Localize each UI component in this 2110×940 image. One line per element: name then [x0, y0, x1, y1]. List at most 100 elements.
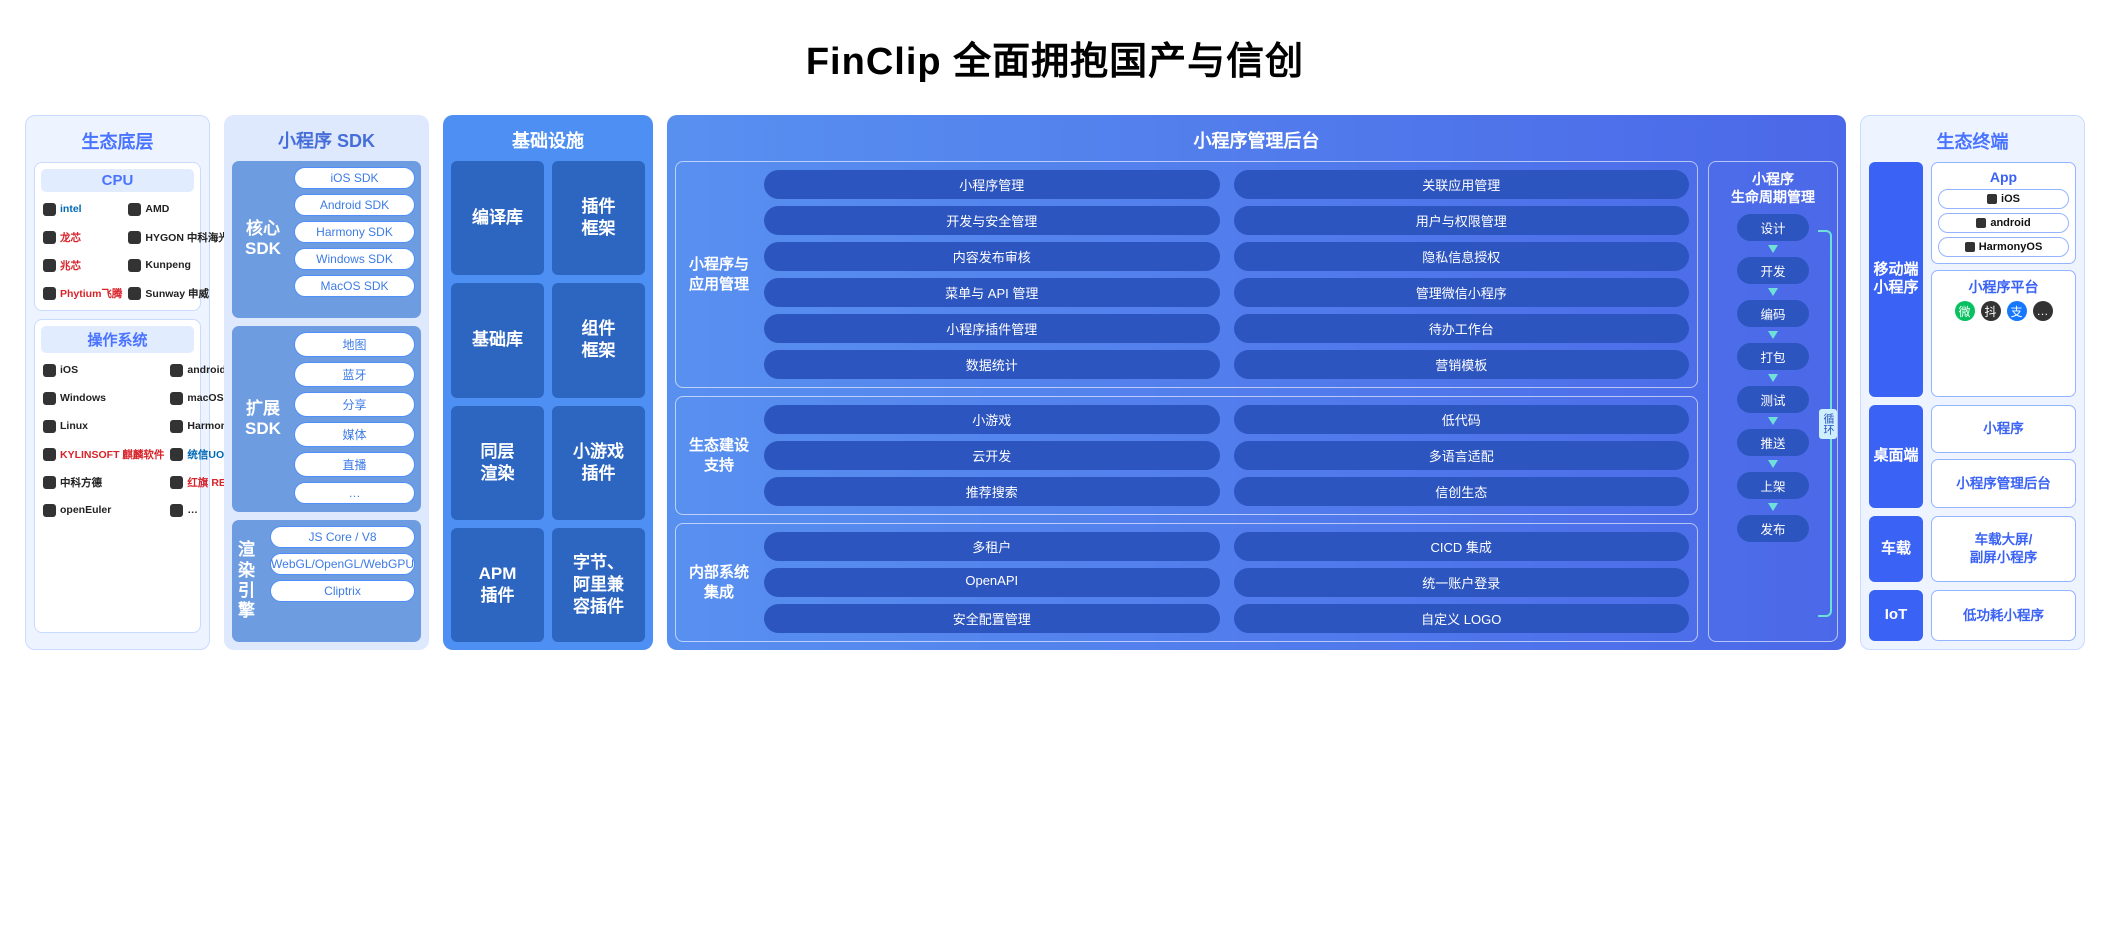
lifecycle-arrow-icon — [1768, 245, 1778, 253]
lifecycle-step: 设计 — [1737, 214, 1809, 241]
mgmt-pill: 管理微信小程序 — [1234, 278, 1690, 307]
term-box-item: 车载大屏/ 副屏小程序 — [1931, 516, 2076, 582]
mp-platform-icon: 支 — [2007, 301, 2027, 321]
mgmt-pill: 低代码 — [1234, 405, 1690, 434]
mgmt-group: 内部系统 集成多租户CICD 集成OpenAPI统一账户登录安全配置管理自定义 … — [675, 523, 1698, 642]
sdk-item: MacOS SDK — [294, 275, 415, 297]
mgmt-pill: 自定义 LOGO — [1234, 604, 1690, 633]
col-sdk: 小程序 SDK 核心SDK iOS SDK Android SDK Harmony S… — [224, 115, 429, 650]
lifecycle-title: 小程序生命周期管理 — [1715, 170, 1831, 206]
sdk-item: Windows SDK — [294, 248, 415, 270]
col-ecosystem-base: 生态底层 CPU intelAMD龙芯HYGON 中科海光兆芯KunpengPh… — [25, 115, 210, 650]
term-app-os: iOS — [1938, 189, 2069, 209]
col6-header: 生态终端 — [1869, 124, 2076, 162]
mgmt-pill: 内容发布审核 — [764, 242, 1220, 271]
lifecycle-step: 开发 — [1737, 257, 1809, 284]
sdk-row-label: 扩展SDK — [238, 332, 288, 506]
sdk-item: Harmony SDK — [294, 221, 415, 243]
mgmt-pill: 用户与权限管理 — [1234, 206, 1690, 235]
os-panel: 操作系统 iOSandroidWindowsmacOSLinuxHarmonyO… — [34, 319, 201, 633]
term-mobile-label: 移动端 小程序 — [1869, 162, 1923, 397]
sdk-item: Cliptrix — [270, 580, 415, 602]
sdk-row-label: 核心SDK — [238, 167, 288, 312]
lifecycle-arrow-icon — [1768, 288, 1778, 296]
lifecycle-step: 发布 — [1737, 515, 1809, 542]
mgmt-pill: 多租户 — [764, 532, 1220, 561]
mgmt-pill: 关联应用管理 — [1234, 170, 1690, 199]
infra-box: APM 插件 — [451, 528, 544, 642]
mgmt-pill: 信创生态 — [1234, 477, 1690, 506]
infra-box: 组件 框架 — [552, 283, 645, 397]
sdk-item: … — [294, 482, 415, 504]
col3-header: 基础设施 — [451, 123, 645, 161]
infra-box: 插件 框架 — [552, 161, 645, 275]
sdk-item: iOS SDK — [294, 167, 415, 189]
os-title: 操作系统 — [41, 326, 194, 353]
os-logo: Linux — [41, 415, 164, 437]
lifecycle-arrow-icon — [1768, 417, 1778, 425]
lifecycle-step: 打包 — [1737, 343, 1809, 370]
sdk-row: 扩展SDK地图蓝牙分享媒体直播… — [232, 326, 421, 512]
lifecycle-arrow-icon — [1768, 374, 1778, 382]
term-app-box: App iOSandroidHarmonyOS — [1931, 162, 2076, 264]
mgmt-pill: OpenAPI — [764, 568, 1220, 597]
infra-box: 同层 渲染 — [451, 406, 544, 520]
sdk-item: 地图 — [294, 332, 415, 357]
col-infra: 基础设施 编译库插件 框架基础库组件 框架同层 渲染小游戏 插件APM 插件字节… — [443, 115, 653, 650]
os-logo: openEuler — [41, 499, 164, 521]
mgmt-pill: 小程序管理 — [764, 170, 1220, 199]
col-mgmt: 小程序管理后台 小程序与 应用管理小程序管理关联应用管理开发与安全管理用户与权限… — [667, 115, 1846, 650]
lifecycle-step: 推送 — [1737, 429, 1809, 456]
mgmt-pill: 小程序插件管理 — [764, 314, 1220, 343]
mp-platform-icon: … — [2033, 301, 2053, 321]
cpu-panel: CPU intelAMD龙芯HYGON 中科海光兆芯KunpengPhytium… — [34, 162, 201, 311]
os-logo: 中科方德 — [41, 471, 164, 493]
mgmt-pill: 推荐搜索 — [764, 477, 1220, 506]
mgmt-pill: 菜单与 API 管理 — [764, 278, 1220, 307]
term-box-item: 小程序管理后台 — [1931, 459, 2076, 507]
mgmt-pill: 小游戏 — [764, 405, 1220, 434]
mgmt-group: 小程序与 应用管理小程序管理关联应用管理开发与安全管理用户与权限管理内容发布审核… — [675, 161, 1698, 388]
sdk-item: Android SDK — [294, 194, 415, 216]
col2-header: 小程序 SDK — [232, 123, 421, 161]
mgmt-group-label: 小程序与 应用管理 — [684, 170, 754, 379]
lifecycle-arrow-icon — [1768, 460, 1778, 468]
term-car-label: 车载 — [1869, 516, 1923, 582]
sdk-row: 核心SDK iOS SDK Android SDK Harmony SDK Window… — [232, 161, 421, 318]
cpu-logo: HYGON 中科海光 — [126, 226, 228, 248]
infra-box: 基础库 — [451, 283, 544, 397]
infra-box: 小游戏 插件 — [552, 406, 645, 520]
sdk-item: JS Core / V8 — [270, 526, 415, 548]
sdk-item: 蓝牙 — [294, 362, 415, 387]
term-box-item: 低功耗小程序 — [1931, 590, 2076, 641]
cpu-title: CPU — [41, 169, 194, 192]
lifecycle-arrow-icon — [1768, 331, 1778, 339]
cpu-logo: 兆芯 — [41, 254, 122, 276]
sdk-item: WebGL/OpenGL/WebGPU — [270, 553, 415, 575]
term-app-os: HarmonyOS — [1938, 237, 2069, 257]
sdk-row-label: 渲染引擎 — [238, 526, 264, 636]
mgmt-pill: 开发与安全管理 — [764, 206, 1220, 235]
cpu-logo: intel — [41, 198, 122, 220]
mgmt-pill: 隐私信息授权 — [1234, 242, 1690, 271]
mgmt-pill: 数据统计 — [764, 350, 1220, 379]
loop-label: 循环 — [1819, 409, 1837, 439]
sdk-item: 分享 — [294, 392, 415, 417]
mgmt-pill: 安全配置管理 — [764, 604, 1220, 633]
col1-header: 生态底层 — [34, 124, 201, 162]
mgmt-pill: 待办工作台 — [1234, 314, 1690, 343]
columns: 生态底层 CPU intelAMD龙芯HYGON 中科海光兆芯KunpengPh… — [25, 115, 2085, 650]
page-title: FinClip 全面拥抱国产与信创 — [25, 30, 2085, 85]
cpu-logo: Phytium飞腾 — [41, 282, 122, 304]
os-logo: Windows — [41, 387, 164, 409]
os-logo: KYLINSOFT 麒麟软件 — [41, 443, 164, 465]
term-desktop-label: 桌面端 — [1869, 405, 1923, 508]
mgmt-pill: 营销模板 — [1234, 350, 1690, 379]
sdk-item: 媒体 — [294, 422, 415, 447]
term-mp-box: 小程序平台 微抖支… — [1931, 270, 2076, 397]
mgmt-pill: 统一账户登录 — [1234, 568, 1690, 597]
cpu-logo: AMD — [126, 198, 228, 220]
lifecycle-arrow-icon — [1768, 503, 1778, 511]
mp-platform-icon: 抖 — [1981, 301, 2001, 321]
term-iot-label: IoT — [1869, 590, 1923, 641]
